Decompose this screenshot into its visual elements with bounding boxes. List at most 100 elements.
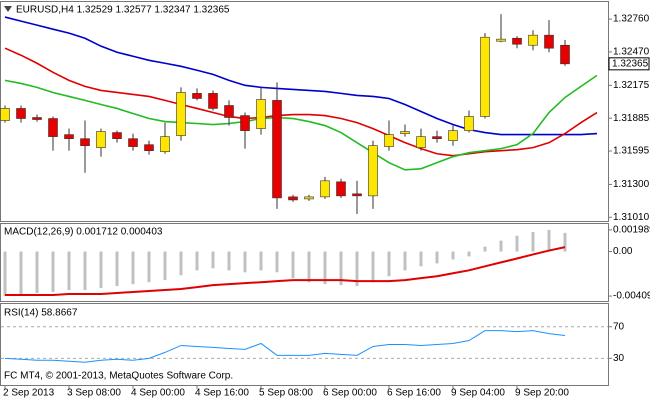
candle-body — [208, 93, 218, 109]
rsi-title: RSI(14) 58.8667 — [4, 308, 78, 319]
symbol-icon — [4, 6, 12, 12]
y-tick-label: 1.31885 — [613, 113, 650, 124]
candle-body — [544, 34, 554, 49]
macd-panel-frame — [0, 223, 609, 302]
macd-bar — [195, 251, 199, 271]
macd-bar — [451, 251, 455, 260]
macd-bar — [387, 251, 391, 277]
candle-body — [400, 131, 410, 134]
macd-bar — [83, 251, 87, 291]
candle-body — [160, 136, 170, 152]
footer: FC MT4, © 2001-2013, MetaQuotes Software… — [4, 371, 233, 382]
macd-bar — [147, 251, 151, 283]
macd-bar — [227, 251, 231, 271]
macd-bar — [531, 231, 535, 252]
candle-body — [144, 144, 154, 151]
macd-bar — [499, 240, 503, 252]
price-tag-box — [608, 57, 650, 71]
y-tick-label: 1.31300 — [613, 179, 650, 190]
x-tick-label: 4 Sep 16:00 — [195, 388, 249, 399]
candle-body — [96, 131, 106, 148]
candle-body — [384, 134, 394, 147]
macd-bar — [563, 232, 567, 252]
macd-bar — [467, 251, 471, 257]
candle-body — [256, 99, 266, 129]
candle-body — [176, 92, 186, 136]
macd-bar — [483, 246, 487, 252]
x-tick-label: 9 Sep 20:00 — [515, 388, 569, 399]
y-tick-label: 1.31010 — [613, 212, 650, 223]
y-tick-label: 1.32760 — [613, 14, 650, 25]
signal-line — [5, 246, 566, 297]
y-tick-label: 70 — [613, 321, 625, 332]
y-tick-label: 0.00 — [613, 246, 633, 257]
candle-body — [320, 180, 330, 198]
candle-body — [224, 105, 234, 118]
rsi-panel-frame — [0, 303, 609, 386]
y-tick-label: 30 — [613, 353, 625, 364]
candle-body — [336, 181, 346, 197]
x-tick-label: 9 Sep 04:00 — [451, 388, 505, 399]
candle-body — [32, 117, 42, 120]
macd-bar — [19, 251, 23, 296]
candle-body — [64, 134, 74, 139]
chart-title: EURUSD,H4 1.32529 1.32577 1.32347 1.3236… — [16, 5, 230, 16]
candle-body — [416, 136, 426, 148]
macd-bar — [211, 251, 215, 269]
candle-body — [448, 130, 458, 141]
price-tag: 1.32365 — [612, 58, 649, 69]
macd-bar — [259, 251, 263, 271]
candle-body — [432, 136, 442, 139]
candle-body — [512, 37, 522, 45]
candle-body — [464, 116, 474, 131]
rsi-line — [4, 330, 566, 363]
macd-bar — [435, 251, 439, 264]
x-tick-label: 5 Sep 08:00 — [259, 388, 313, 399]
macd-bar — [243, 251, 247, 273]
macd-bar — [355, 251, 359, 287]
macd-bar — [323, 251, 327, 285]
candle-body — [368, 145, 378, 197]
candle-body — [80, 138, 90, 146]
x-tick-label: 2 Sep 2013 — [3, 388, 55, 399]
macd-bar — [291, 251, 295, 279]
macd-title: MACD(12,26,9) 0.001712 0.000403 — [4, 227, 163, 238]
y-tick-label: 1.31595 — [613, 146, 650, 157]
macd-bar — [419, 251, 423, 267]
y-tick-label: 1.32175 — [613, 80, 650, 91]
macd-bar — [115, 251, 119, 287]
macd-bar — [179, 251, 183, 276]
candle-body — [0, 108, 10, 121]
macd-bar — [163, 251, 167, 281]
candle-body — [16, 108, 26, 119]
candle-body — [128, 138, 138, 147]
moving-average-line — [4, 16, 598, 136]
candle-body — [480, 36, 490, 117]
y-tick-label: 0.001989 — [613, 225, 650, 236]
macd-bar — [547, 229, 551, 252]
macd-bar — [3, 251, 7, 297]
macd-bar — [99, 251, 103, 289]
moving-average-line — [4, 47, 598, 157]
candle-body — [352, 193, 362, 197]
macd-bar — [307, 251, 311, 283]
macd-bar — [515, 235, 519, 252]
macd-bar — [35, 251, 39, 293]
candle-body — [528, 34, 538, 46]
moving-average-line — [4, 74, 598, 171]
macd-bar — [339, 251, 343, 286]
candle-body — [192, 93, 202, 99]
x-tick-label: 3 Sep 08:00 — [67, 388, 121, 399]
x-tick-label: 6 Sep 16:00 — [387, 388, 441, 399]
macd-bar — [51, 251, 55, 292]
macd-bar — [275, 251, 279, 273]
candle-body — [304, 196, 314, 200]
macd-bar — [403, 251, 407, 271]
macd-bar — [131, 251, 135, 285]
macd-bar — [371, 251, 375, 283]
y-tick-label: -0.004096 — [613, 291, 650, 302]
macd-bar — [67, 251, 71, 291]
candle-body — [240, 115, 250, 131]
